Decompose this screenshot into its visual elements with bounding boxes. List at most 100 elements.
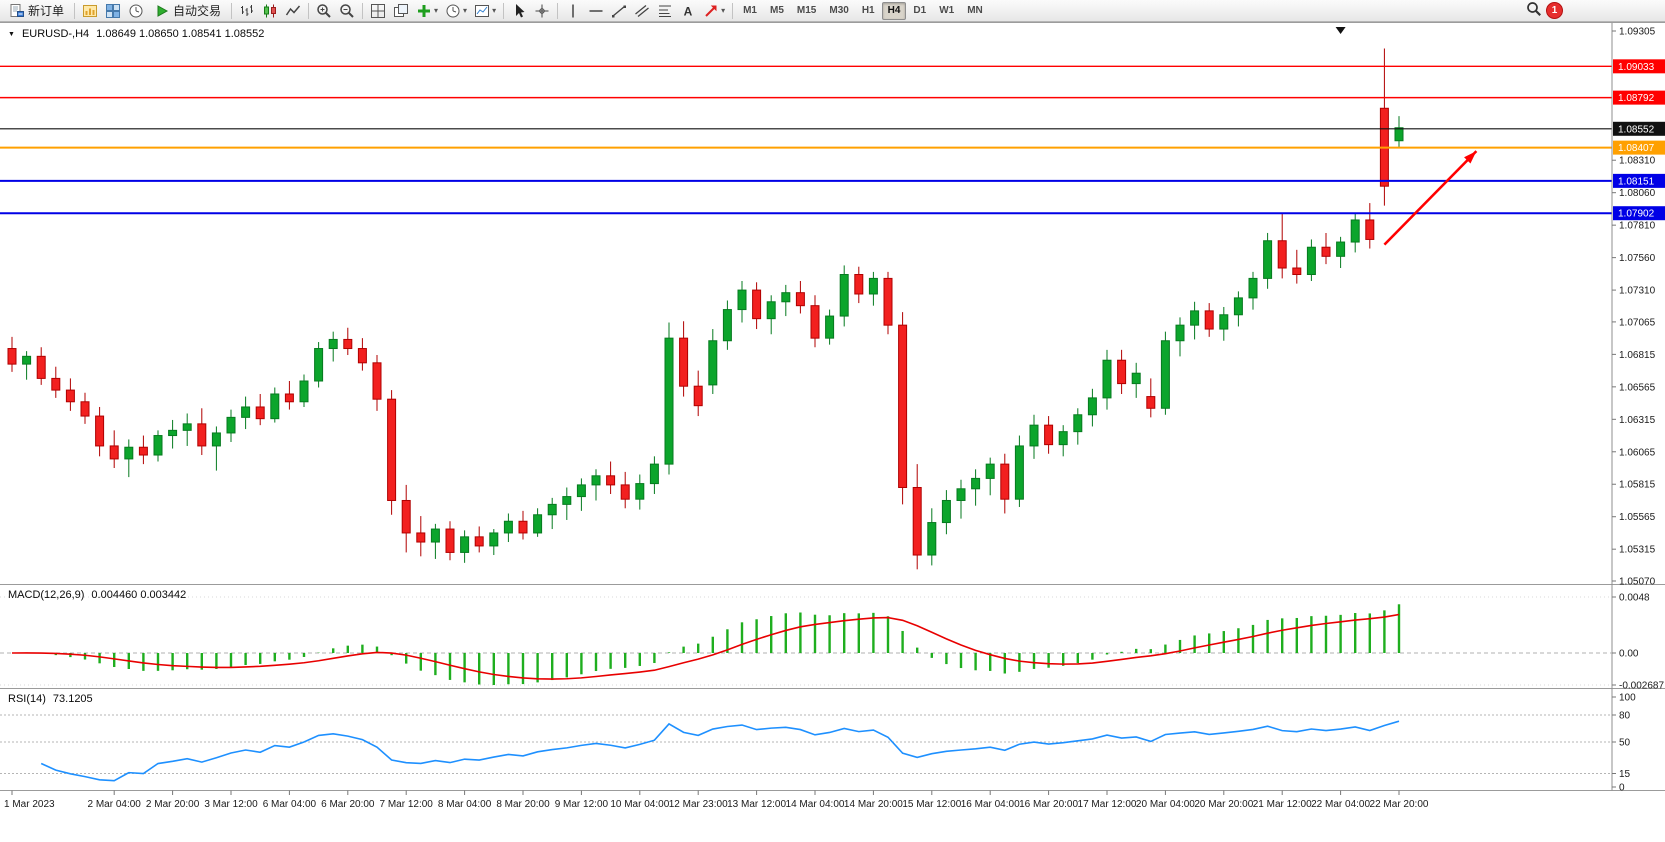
svg-text:1.08407: 1.08407 [1618,143,1655,154]
candlestick-chart-button[interactable] [259,1,281,21]
price-tag-1.08151: 1.08151 [1613,173,1665,188]
profiles-button[interactable] [102,1,124,21]
svg-text:1.05315: 1.05315 [1619,545,1656,556]
timeframe-button-m1[interactable]: M1 [737,2,763,20]
timeframe-button-d1[interactable]: D1 [907,2,932,20]
timeframe-button-m30[interactable]: M30 [823,2,854,20]
macd-title-values: 0.004460 0.003442 [91,589,187,601]
svg-text:0.0048: 0.0048 [1619,593,1650,604]
chevron-down-icon: ▾ [434,6,439,15]
text-button[interactable]: A [677,1,699,21]
trend-icon [612,5,627,17]
macd-title-label: MACD(12,26,9) [8,589,85,601]
chart-ohlc-values: 1.08649 1.08650 1.08541 1.08552 [96,28,265,40]
template-icon [475,4,490,17]
trend-arrow[interactable] [1383,150,1478,246]
svg-text:1.07810: 1.07810 [1619,221,1656,232]
macd-indicator-title: MACD(12,26,9) 0.004460 0.003442 [8,589,186,601]
tile-win-icon [371,3,386,18]
svg-text:0.00: 0.00 [1619,649,1639,660]
svg-text:1.07560: 1.07560 [1619,253,1656,264]
templates-button[interactable]: ▾ [471,1,499,21]
rsi-indicator-title: RSI(14) 73.1205 [8,693,93,705]
svg-text:13 Mar 12:00: 13 Mar 12:00 [727,799,786,810]
notification-badge[interactable]: 1 [1546,2,1563,19]
indicators-button[interactable]: ▾ [413,1,441,21]
bar-chart-button[interactable] [236,1,258,21]
macd-histogram [25,604,1401,685]
line-chart-button[interactable] [282,1,304,21]
cascade-windows-button[interactable] [390,1,412,21]
tile-windows-button[interactable] [367,1,389,21]
svg-text:1.07310: 1.07310 [1619,286,1656,297]
svg-text:14 Mar 20:00: 14 Mar 20:00 [844,799,903,810]
price-tag-1.09033: 1.09033 [1613,59,1665,74]
arrows-button[interactable]: ▾ [700,1,728,21]
svg-text:3 Mar 12:00: 3 Mar 12:00 [204,799,258,810]
svg-text:14 Mar 04:00: 14 Mar 04:00 [786,799,845,810]
timeframe-button-h1[interactable]: H1 [856,2,881,20]
autotrading-button[interactable]: 自动交易 [148,1,227,21]
svg-text:16 Mar 20:00: 16 Mar 20:00 [1019,799,1078,810]
svg-text:1.06815: 1.06815 [1619,350,1656,361]
svg-text:1.08552: 1.08552 [1618,124,1655,135]
svg-text:2 Mar 04:00: 2 Mar 04:00 [88,799,142,810]
svg-text:80: 80 [1619,711,1631,722]
chart-background [0,23,1665,842]
time-axis: 1 Mar 2023 2 Mar 04:00 2 Mar 20:00 3 Mar 12… [4,790,1429,810]
refresh-button[interactable] [125,1,147,21]
zoom-in-button[interactable] [313,1,335,21]
fibonacci-button[interactable] [654,1,676,21]
symbol-collapse-icon[interactable]: ▼ [8,30,15,38]
ind-plus-icon [418,4,431,17]
channel-icon [635,4,649,17]
linechart-icon [285,5,301,15]
crosshair-button[interactable] [531,1,553,21]
zoom-out-button[interactable] [336,1,358,21]
toolbar-button-group: 新订单 自动交易 ▾ ▾ ▾ A ▾ M1 M5 M15 M30 H1 H4 D1 W1 MN [3,1,989,21]
timeframe-button-m15[interactable]: M15 [791,2,822,20]
new-order-button[interactable]: 新订单 [3,1,70,21]
svg-text:1.09033: 1.09033 [1618,62,1655,73]
svg-text:1.05815: 1.05815 [1619,480,1656,491]
new-order-icon [10,3,24,17]
vertical-line-button[interactable] [562,1,584,21]
svg-text:1.06315: 1.06315 [1619,415,1656,426]
price-tag-1.07902: 1.07902 [1613,206,1665,221]
cursor-icon [516,3,525,17]
price-marker-triangle[interactable] [1335,27,1346,34]
svg-text:16 Mar 04:00: 16 Mar 04:00 [961,799,1020,810]
channel-button[interactable] [631,1,653,21]
chevron-down-icon: ▾ [721,6,726,15]
cursor-button[interactable] [508,1,530,21]
svg-text:1.05565: 1.05565 [1619,512,1656,523]
svg-text:1.08310: 1.08310 [1619,156,1656,167]
rsi-title-value: 73.1205 [52,693,93,705]
toolbar-separator [74,2,76,19]
svg-text:22 Mar 04:00: 22 Mar 04:00 [1311,799,1370,810]
trendline-button[interactable] [608,1,630,21]
toolbar-separator [503,2,505,19]
autotrading-button-label: 自动交易 [173,4,222,18]
timeframe-button-mn[interactable]: MN [961,2,989,20]
svg-text:22 Mar 20:00: 22 Mar 20:00 [1370,799,1429,810]
timeframe-button-h4[interactable]: H4 [881,1,907,20]
svg-text:1.06065: 1.06065 [1619,447,1656,458]
chart-canvas[interactable]: 1.09305 1.08310 1.08060 1.07810 1.07560 1.073… [0,23,1665,842]
play-icon [157,4,169,17]
macd-signal-line [11,613,1400,680]
svg-text:17 Mar 12:00: 17 Mar 12:00 [1078,799,1137,810]
chart-window: 1.09305 1.08310 1.08060 1.07810 1.07560 1.073… [0,22,1665,842]
fibo-icon [659,5,672,17]
new-chart-button[interactable] [79,1,101,21]
svg-text:20 Mar 20:00: 20 Mar 20:00 [1194,799,1253,810]
timeframe-button-m5[interactable]: M5 [764,2,790,20]
svg-text:1.07065: 1.07065 [1619,317,1656,328]
periods-button[interactable]: ▾ [442,1,470,21]
timeframe-button-w1[interactable]: W1 [933,2,960,20]
toolbar-separator [362,2,364,19]
search-button[interactable] [1523,1,1545,21]
chart-symbol-period: EURUSD-,H4 [21,28,90,40]
candles-icon [264,4,277,17]
horizontal-line-button[interactable] [585,1,607,21]
